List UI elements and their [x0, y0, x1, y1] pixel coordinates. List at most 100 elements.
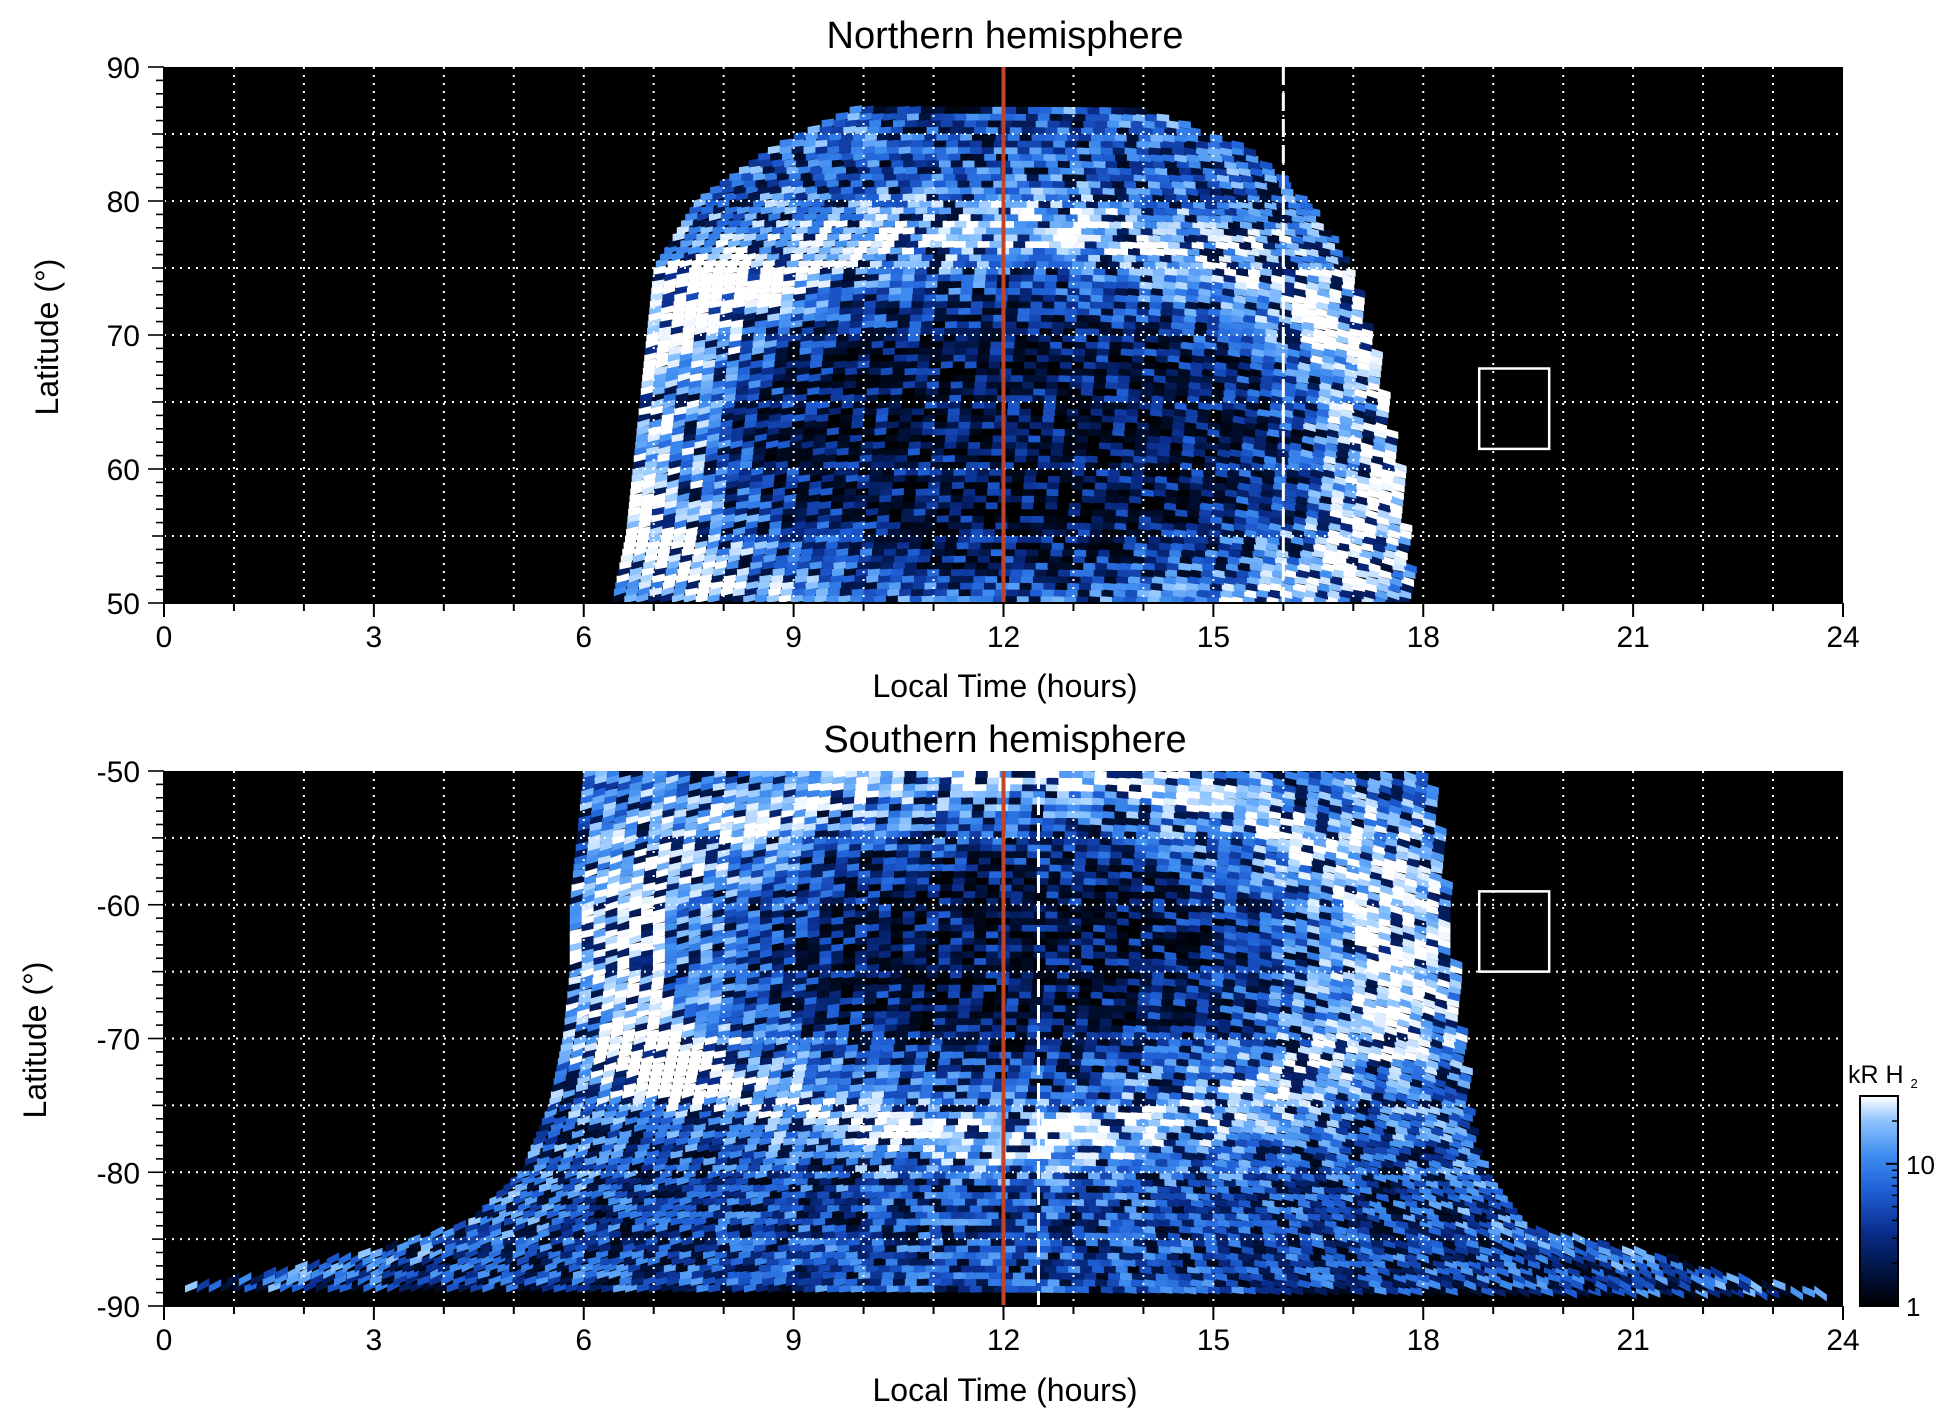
emission-cell	[1199, 281, 1212, 291]
emission-cell	[815, 232, 828, 242]
emission-cell	[1023, 368, 1036, 376]
emission-cell	[842, 574, 856, 583]
emission-cell	[953, 166, 966, 175]
emission-cell	[1224, 207, 1238, 217]
emission-cell	[888, 407, 901, 416]
emission-cell	[1677, 1278, 1691, 1293]
emission-cell	[1270, 575, 1284, 586]
emission-cell	[799, 346, 813, 356]
emission-cell	[893, 474, 906, 483]
emission-cell	[833, 366, 846, 376]
emission-cell	[1187, 575, 1200, 585]
emission-cell	[1085, 455, 1099, 463]
emission-cell	[1145, 448, 1159, 457]
emission-cell	[912, 287, 926, 295]
emission-cell	[1091, 153, 1104, 162]
emission-cell	[1187, 508, 1200, 518]
emission-cell	[1019, 522, 1032, 530]
emission-cell	[1359, 455, 1372, 466]
emission-cell	[1045, 193, 1058, 202]
emission-cell	[1115, 281, 1129, 289]
emission-cell	[429, 1274, 442, 1286]
emission-cell	[1278, 180, 1292, 190]
emission-cell	[745, 299, 758, 309]
emission-cell	[943, 173, 956, 181]
emission-cell	[946, 213, 960, 222]
emission-cell	[1245, 408, 1258, 419]
emission-cell	[1317, 281, 1331, 291]
emission-cell	[1115, 287, 1128, 297]
emission-cell	[951, 488, 964, 496]
emission-cell	[730, 540, 744, 550]
emission-cell	[961, 508, 974, 516]
emission-cell	[1273, 1278, 1287, 1288]
emission-cell	[1365, 575, 1379, 587]
emission-cell	[951, 568, 964, 577]
emission-cell	[803, 313, 816, 322]
emission-cell	[846, 554, 860, 563]
emission-cell	[626, 518, 640, 530]
emission-cell	[798, 353, 812, 362]
emission-cell	[1317, 394, 1331, 406]
emission-cell	[1138, 187, 1151, 196]
emission-cell	[1373, 595, 1387, 603]
emission-cell	[819, 191, 832, 201]
emission-cell	[1287, 348, 1300, 358]
emission-cell	[1124, 1285, 1138, 1294]
emission-cell	[980, 434, 994, 443]
emission-cell	[1044, 247, 1058, 255]
emission-cell	[1096, 461, 1110, 470]
emission-cell	[912, 401, 926, 409]
emission-cell	[1003, 441, 1017, 449]
emission-cell	[651, 397, 664, 409]
emission-cell	[905, 260, 919, 268]
emission-cell	[1164, 227, 1177, 236]
emission-cell	[1239, 555, 1252, 565]
emission-cell	[1264, 549, 1277, 559]
emission-cell	[1330, 388, 1344, 399]
emission-cell	[1594, 1278, 1608, 1293]
emission-cell	[1082, 368, 1096, 377]
emission-cell	[1233, 582, 1247, 593]
emission-cell	[667, 471, 680, 483]
emission-cell	[1034, 160, 1047, 168]
emission-cell	[1547, 1278, 1560, 1291]
emission-cell	[947, 528, 960, 536]
emission-cell	[1369, 1272, 1383, 1284]
emission-cell	[1308, 374, 1321, 385]
emission-cell	[656, 352, 669, 362]
emission-cell	[1232, 214, 1245, 223]
emission-cell	[1100, 428, 1113, 437]
emission-cell	[1078, 187, 1092, 195]
emission-cell	[1108, 354, 1121, 363]
emission-cell	[982, 589, 996, 597]
emission-cell	[1352, 294, 1365, 305]
emission-cell	[1012, 354, 1026, 362]
emission-cell	[793, 286, 807, 295]
emission-cell	[1172, 535, 1185, 545]
emission-cell	[1024, 475, 1037, 483]
emission-cell	[1084, 468, 1097, 477]
emission-cell	[1223, 575, 1236, 585]
emission-cell	[822, 259, 835, 268]
emission-cell	[1204, 455, 1218, 464]
emission-cell	[891, 159, 904, 168]
emission-cell	[1221, 582, 1235, 592]
emission-cell	[1065, 589, 1079, 597]
emission-cell	[1176, 381, 1190, 390]
emission-cell	[660, 251, 673, 262]
emission-cell	[843, 192, 856, 201]
emission-cell	[846, 166, 859, 175]
emission-cell	[899, 213, 912, 222]
emission-cell	[1168, 220, 1182, 229]
emission-cell	[1126, 287, 1140, 297]
emission-cell	[1401, 575, 1415, 587]
emission-cell	[845, 118, 858, 128]
emission-cell	[1171, 180, 1185, 189]
emission-cell	[756, 299, 770, 309]
emission-cell	[1007, 133, 1021, 141]
emission-cell	[663, 1263, 677, 1273]
emission-cell	[1366, 495, 1380, 507]
emission-cell	[1199, 193, 1213, 204]
emission-cell	[1301, 435, 1315, 446]
